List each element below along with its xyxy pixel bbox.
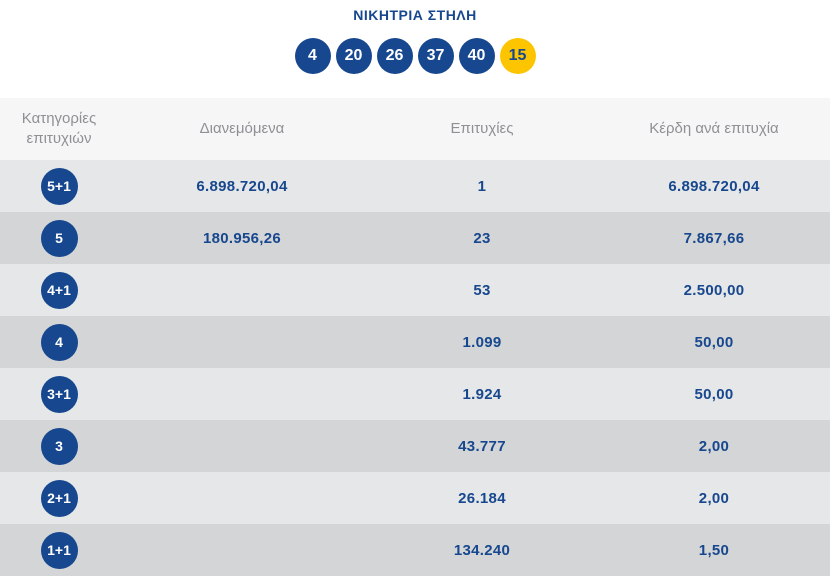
category-cell: 3+1: [0, 375, 118, 413]
category-badge: 3+1: [40, 375, 78, 413]
joker-number-ball: 15: [499, 38, 536, 74]
winning-number-ball: 20: [335, 38, 372, 74]
prize-per-winner-cell: 2,00: [698, 437, 730, 455]
winning-number-ball: 26: [376, 38, 413, 74]
category-cell: 3: [0, 427, 118, 465]
prize-table-row: 3 43.777 2,00: [0, 420, 830, 472]
table-body: 5+1 6.898.720,04 1 6.898.720,04 5 180.956,26 2…: [0, 160, 830, 576]
prize-table-row: 1+1 134.240 1,50: [0, 524, 830, 576]
prize-table-row: 3+1 1.924 50,00: [0, 368, 830, 420]
winners-cell: 1.099: [462, 333, 502, 351]
category-cell: 5: [0, 219, 118, 257]
prize-per-winner-cell: 50,00: [694, 385, 734, 403]
category-cell: 1+1: [0, 531, 118, 569]
winning-numbers-row: 4 20 26 37 40 15: [0, 38, 830, 74]
winners-cell: 26.184: [458, 489, 506, 507]
prize-per-winner-cell: 2.500,00: [683, 281, 745, 299]
prize-per-winner-cell: 7.867,66: [683, 229, 745, 247]
winning-number-ball: 4: [294, 38, 331, 74]
category-cell: 4: [0, 323, 118, 361]
category-cell: 4+1: [0, 271, 118, 309]
category-badge: 3: [40, 427, 78, 465]
col-header-winners: Επιτυχίες: [450, 120, 514, 137]
category-badge: 4: [40, 323, 78, 361]
category-badge: 1+1: [40, 531, 78, 569]
winners-cell: 23: [473, 229, 491, 247]
prize-table-row: 2+1 26.184 2,00: [0, 472, 830, 524]
category-cell: 5+1: [0, 167, 118, 205]
prize-per-winner-cell: 1,50: [698, 541, 730, 559]
col-header-prize-per-winner: Κέρδη ανά επιτυχία: [649, 120, 779, 137]
winners-cell: 53: [473, 281, 491, 299]
winning-column-title: ΝΙΚΗΤΡΙΑ ΣΤΗΛΗ: [353, 7, 477, 23]
col-header-categories: Κατηγορίες επιτυχιών: [21, 110, 97, 147]
prize-table-row: 5+1 6.898.720,04 1 6.898.720,04: [0, 160, 830, 212]
prize-per-winner-cell: 2,00: [698, 489, 730, 507]
category-badge: 5: [40, 219, 78, 257]
col-header-distributed: Διανεμόμενα: [199, 120, 285, 137]
winning-number-ball: 37: [417, 38, 454, 74]
category-badge: 2+1: [40, 479, 78, 517]
prize-per-winner-cell: 6.898.720,04: [668, 177, 760, 195]
prize-table-row: 5 180.956,26 23 7.867,66: [0, 212, 830, 264]
prize-per-winner-cell: 50,00: [694, 333, 734, 351]
winners-cell: 1.924: [462, 385, 502, 403]
distributed-cell: 6.898.720,04: [196, 177, 288, 195]
category-badge: 5+1: [40, 167, 78, 205]
prize-table-row: 4 1.099 50,00: [0, 316, 830, 368]
winners-cell: 1: [477, 177, 487, 195]
table-header-row: Κατηγορίες επιτυχιών Διανεμόμενα Επιτυχί…: [0, 98, 830, 160]
winning-column-section: ΝΙΚΗΤΡΙΑ ΣΤΗΛΗ 4 20 26 37 40 15: [0, 0, 830, 74]
prize-categories-table: Κατηγορίες επιτυχιών Διανεμόμενα Επιτυχί…: [0, 98, 830, 576]
winners-cell: 43.777: [458, 437, 506, 455]
category-cell: 2+1: [0, 479, 118, 517]
category-badge: 4+1: [40, 271, 78, 309]
prize-table-row: 4+1 53 2.500,00: [0, 264, 830, 316]
winners-cell: 134.240: [453, 541, 511, 559]
winning-number-ball: 40: [458, 38, 495, 74]
distributed-cell: 180.956,26: [202, 229, 282, 247]
